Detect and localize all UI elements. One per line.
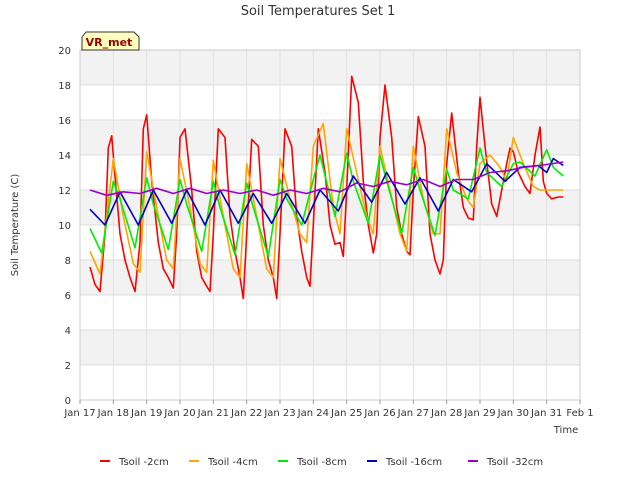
vr-met-annotation: VR_met xyxy=(81,31,140,51)
plot-band xyxy=(80,330,580,365)
x-tick-label: Jan 18 xyxy=(97,408,129,419)
x-tick-label: Jan 31 xyxy=(530,408,562,419)
x-tick-label: Jan 21 xyxy=(197,408,229,419)
legend-item: Tsoil -4cm xyxy=(189,457,258,468)
x-axis-label: Time xyxy=(553,425,578,436)
annotation-label: VR_met xyxy=(86,36,133,49)
y-axis-label: Soil Temperature (C) xyxy=(10,174,21,277)
legend: Tsoil -2cm Tsoil -4cm Tsoil -8cm Tsoil -16c… xyxy=(100,457,543,468)
x-axis-ticks: Jan 17 Jan 18 Jan 19 Jan 20 Jan 21 Jan 22 Jan … xyxy=(63,400,594,419)
y-tick-label: 10 xyxy=(58,221,71,232)
y-tick-label: 6 xyxy=(65,291,71,302)
x-tick-label: Jan 19 xyxy=(130,408,162,419)
x-tick-label: Jan 23 xyxy=(263,408,295,419)
y-tick-label: 8 xyxy=(65,256,71,267)
x-tick-label: Jan 20 xyxy=(163,408,195,419)
legend-item: Tsoil -2cm xyxy=(100,457,169,468)
y-tick-label: 0 xyxy=(65,396,71,407)
series-line xyxy=(89,122,564,279)
series-lines xyxy=(89,75,564,300)
plot-band xyxy=(80,260,580,295)
y-tick-label: 16 xyxy=(58,116,71,127)
legend-label: Tsoil -4cm xyxy=(207,457,258,468)
plot-band xyxy=(80,120,580,155)
plot-band xyxy=(80,295,580,330)
chart-title: Soil Temperatures Set 1 xyxy=(241,4,396,19)
y-tick-label: 12 xyxy=(58,186,71,197)
legend-label: Tsoil -8cm xyxy=(296,457,347,468)
legend-label: Tsoil -32cm xyxy=(486,457,543,468)
series-line xyxy=(89,161,564,197)
plot-band xyxy=(80,225,580,260)
plot-band xyxy=(80,50,580,85)
x-tick-label: Jan 29 xyxy=(463,408,495,419)
annotation-box xyxy=(81,31,140,51)
legend-item: Tsoil -32cm xyxy=(468,457,543,468)
x-tick-label: Jan 17 xyxy=(63,408,95,419)
legend-label: Tsoil -2cm xyxy=(118,457,169,468)
plot-band xyxy=(80,85,580,120)
y-tick-label: 2 xyxy=(65,361,71,372)
plot-border xyxy=(79,49,581,401)
plot-band xyxy=(80,365,580,400)
y-tick-label: 4 xyxy=(65,326,71,337)
legend-item: Tsoil -16cm xyxy=(367,457,442,468)
series-line xyxy=(89,147,564,258)
x-tick-label: Jan 24 xyxy=(297,408,329,419)
x-tick-label: Jan 26 xyxy=(363,408,395,419)
x-tick-label: Jan 22 xyxy=(230,408,262,419)
y-tick-label: 18 xyxy=(58,81,71,92)
legend-label: Tsoil -16cm xyxy=(385,457,442,468)
x-tick-label: Feb 1 xyxy=(566,408,593,419)
x-tick-label: Jan 28 xyxy=(430,408,462,419)
x-tick-label: Jan 30 xyxy=(497,408,529,419)
x-tick-label: Jan 25 xyxy=(330,408,362,419)
y-tick-label: 14 xyxy=(58,151,71,162)
y-tick-label: 20 xyxy=(58,46,71,57)
series-line xyxy=(89,157,564,226)
x-tick-label: Jan 27 xyxy=(397,408,429,419)
legend-item: Tsoil -8cm xyxy=(278,457,347,468)
y-axis-ticks: 0 2 4 6 8 10 12 14 16 18 20 xyxy=(58,46,71,407)
